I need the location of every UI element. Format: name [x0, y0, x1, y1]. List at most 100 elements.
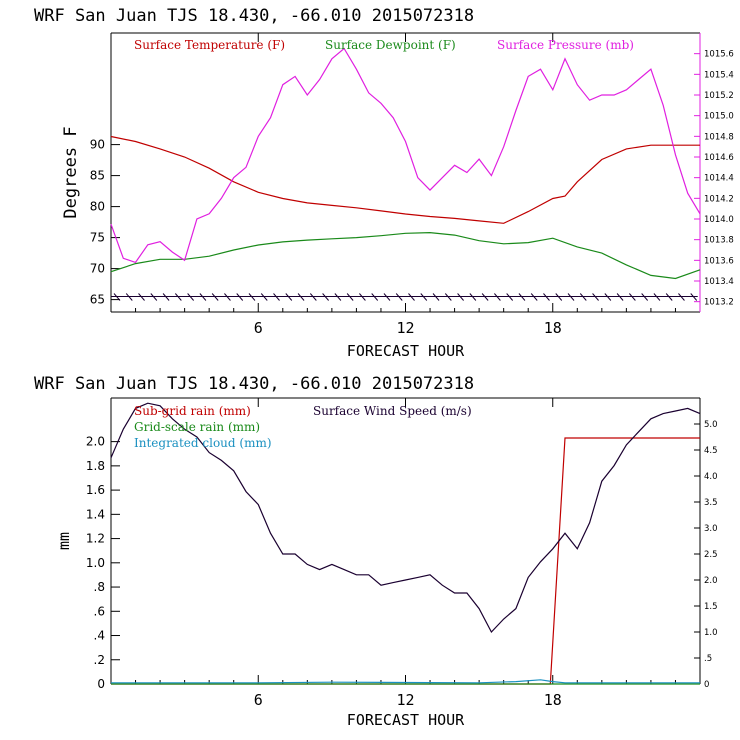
y-tick-label: 1.8 — [86, 459, 105, 473]
y-tick-label: 80 — [90, 200, 105, 214]
wind-barb — [395, 293, 403, 301]
legend-entry-0: Surface Temperature (F) — [134, 38, 285, 52]
y-tick-label: 90 — [90, 138, 105, 152]
legend-entry-0: Sub-grid rain (mm) — [134, 404, 251, 418]
y-tick-label: .4 — [94, 629, 105, 643]
wind-barb — [224, 293, 231, 301]
wind-barb — [199, 293, 207, 301]
wind-barb — [297, 293, 305, 301]
y-right-tick-label: 5.0 — [704, 420, 718, 430]
y-right-tick-label: 3.0 — [704, 524, 718, 534]
wind-barb — [628, 293, 636, 301]
wind-barb — [579, 293, 587, 301]
wind-barb — [187, 293, 195, 301]
series-line-3 — [111, 679, 700, 684]
wind-barb — [346, 293, 354, 301]
legend-entry-2: Surface Pressure (mb) — [497, 38, 634, 52]
wind-barb — [248, 293, 256, 301]
y-right-tick-label: 2.5 — [704, 550, 718, 560]
wind-barb — [432, 293, 440, 301]
y-tick-label: 70 — [90, 262, 105, 276]
wind-barb — [567, 293, 575, 301]
wind-barb — [641, 293, 649, 301]
x-tick-label: 6 — [254, 691, 263, 709]
wind-barb — [322, 293, 329, 301]
wind-barb — [506, 293, 514, 301]
y-right-tick-label: 1015.2 — [704, 91, 734, 101]
wind-barb — [481, 293, 489, 301]
wind-barb — [408, 293, 415, 301]
y-axis-label: mm — [55, 532, 73, 550]
chart-title: WRF San Juan TJS 18.430, -66.010 2015072… — [34, 6, 474, 26]
series-line-0 — [110, 135, 700, 224]
y-right-tick-label: 1014.2 — [704, 194, 734, 204]
y-right-tick-label: 1014.8 — [704, 132, 734, 142]
wind-barb — [690, 293, 698, 301]
y-right-tick-label: 1014.4 — [704, 174, 734, 184]
y-tick-label: 1.2 — [86, 532, 105, 546]
y-right-tick-label: 1013.4 — [704, 277, 734, 287]
wind-barb — [113, 293, 121, 301]
y-tick-label: 75 — [90, 231, 105, 245]
y-axis-label: Degrees F — [61, 126, 81, 218]
y-right-tick-label: 1013.8 — [704, 236, 734, 246]
y-tick-label: 2.0 — [86, 435, 105, 449]
wind-barb — [371, 293, 379, 301]
wind-barb — [273, 293, 280, 301]
wind-barb — [457, 293, 464, 301]
series-line-0 — [111, 437, 700, 685]
wind-barb — [236, 293, 244, 301]
y-right-tick-label: 1015.4 — [704, 70, 734, 80]
x-axis-label: FORECAST HOUR — [347, 342, 465, 360]
legend-entry-3: Integrated cloud (mm) — [134, 436, 272, 450]
y-tick-label: 85 — [90, 169, 105, 183]
y-right-tick-label: 1.5 — [704, 602, 718, 612]
wind-barb — [592, 293, 599, 301]
wind-barb — [150, 293, 158, 301]
y-tick-label: .2 — [94, 653, 105, 667]
y-right-tick-label: 4.5 — [704, 446, 718, 456]
wind-barb — [678, 293, 685, 301]
y-right-tick-label: 1015.6 — [704, 50, 734, 60]
x-tick-label: 6 — [254, 319, 263, 337]
y-right-tick-label: 1.0 — [704, 628, 718, 638]
x-tick-label: 12 — [396, 691, 414, 709]
legend-entry-1: Surface Wind Speed (m/s) — [313, 404, 472, 418]
y-right-tick-label: 4.0 — [704, 472, 718, 482]
legend-entry-1: Surface Dewpoint (F) — [325, 38, 456, 52]
wind-barb — [383, 293, 391, 301]
wind-barb — [469, 293, 477, 301]
wind-barb — [285, 293, 293, 301]
wind-barb — [444, 293, 452, 301]
y-tick-label: 1.4 — [86, 507, 105, 521]
wind-barb — [543, 293, 550, 301]
x-axis-label: FORECAST HOUR — [347, 711, 465, 729]
wind-barb — [494, 293, 501, 301]
y-tick-label: .8 — [94, 580, 105, 594]
y-right-tick-label: 3.5 — [704, 498, 718, 508]
y-right-tick-label: 0 — [704, 680, 709, 690]
x-tick-label: 18 — [544, 691, 562, 709]
wind-barb — [211, 293, 219, 301]
legend-entry-2: Grid-scale rain (mm) — [134, 420, 260, 434]
wind-barb — [138, 293, 145, 301]
y-tick-label: 1.0 — [86, 556, 105, 570]
wind-barb — [125, 293, 133, 301]
x-tick-label: 12 — [396, 319, 414, 337]
wind-barb — [420, 293, 428, 301]
y-right-tick-label: 2.0 — [704, 576, 718, 586]
y-right-tick-label: 1015.0 — [704, 112, 734, 122]
wind-barb — [616, 293, 624, 301]
series-line-1 — [110, 402, 701, 634]
y-right-tick-label: .5 — [704, 654, 712, 664]
y-right-tick-label: 1013.6 — [704, 256, 734, 266]
wind-barb — [555, 293, 563, 301]
wind-barb — [665, 293, 673, 301]
wind-barb — [334, 293, 342, 301]
y-tick-label: 0 — [97, 677, 105, 691]
wind-barb — [530, 293, 538, 301]
wind-barb — [359, 293, 366, 301]
wind-barb — [174, 293, 182, 301]
wind-barb — [260, 293, 268, 301]
